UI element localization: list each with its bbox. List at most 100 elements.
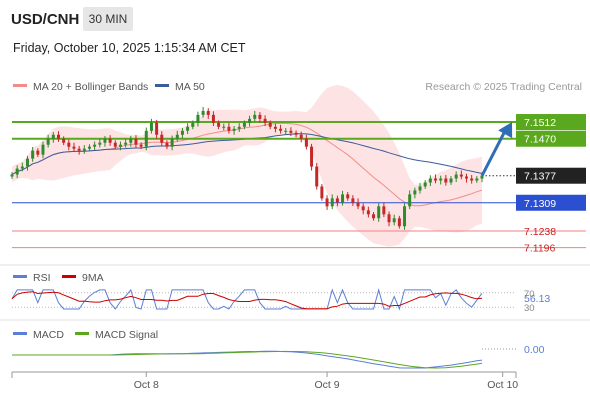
legend-ma20-swatch: [13, 84, 27, 87]
candle-body: [93, 144, 97, 147]
candle-body: [77, 148, 81, 151]
legend-ma50-label: MA 50: [175, 81, 205, 93]
candle-body: [325, 198, 329, 207]
candle-body: [310, 146, 314, 167]
forecast-arrow-head: [498, 122, 513, 139]
candle-body: [51, 134, 55, 139]
candle-body: [315, 166, 319, 187]
candle-body: [465, 176, 469, 179]
legend-ma20-label: MA 20 + Bollinger Bands: [33, 81, 148, 93]
candle-body: [201, 110, 205, 115]
x-tick-label-0: Oct 8: [134, 379, 159, 391]
candle-body: [268, 122, 272, 127]
forecast-arrow-shaft: [480, 128, 508, 177]
candle-body: [222, 126, 226, 128]
candle-body: [10, 174, 14, 177]
legend-macd-signal-label: MACD Signal: [95, 329, 158, 341]
candle-body: [175, 134, 179, 139]
candle-body: [36, 150, 40, 155]
candle-body: [165, 142, 169, 147]
candle-body: [423, 182, 427, 187]
level-label-current: 7.1377: [524, 171, 556, 183]
candle-body: [372, 214, 376, 219]
candle-body: [242, 122, 246, 127]
level-label-0: 7.1512: [524, 117, 556, 129]
candle-body: [320, 186, 324, 199]
candle-body: [186, 126, 190, 131]
candle-body: [335, 198, 339, 203]
candle-body: [341, 194, 345, 203]
candle-body: [124, 142, 128, 145]
legend-macd-signal-swatch: [75, 332, 89, 335]
x-tick-label-2: Oct 10: [487, 379, 518, 391]
level-label-1: 7.1470: [524, 134, 556, 146]
candle-body: [263, 118, 267, 123]
level-tag-3: [516, 194, 586, 211]
candle-body: [134, 138, 138, 145]
candle-body: [428, 178, 432, 183]
candle-body: [273, 126, 277, 129]
candle-body: [155, 122, 159, 135]
candle-body: [20, 166, 24, 169]
level-label-5: 7.1196: [524, 243, 555, 255]
datetime-label: Friday, October 10, 2025 1:15:34 AM CET: [13, 41, 246, 55]
candle-body: [82, 148, 86, 151]
candle-body: [284, 130, 288, 132]
candle-body: [361, 206, 365, 211]
candle-body: [346, 194, 350, 199]
candle-body: [397, 218, 401, 227]
level-tag-1: [516, 130, 586, 147]
candle-body: [118, 144, 122, 147]
legend-ma50-swatch: [155, 84, 169, 87]
candle-body: [299, 134, 303, 139]
candle-body: [449, 178, 453, 183]
candle-body: [444, 178, 448, 183]
candle-body: [217, 122, 221, 127]
candle-body: [56, 134, 60, 139]
candle-body: [403, 206, 407, 227]
timeframe-badge[interactable]: 30 MIN: [83, 7, 133, 31]
x-tick-label-1: Oct 9: [315, 379, 340, 391]
candle-body: [149, 122, 153, 131]
candle-body: [279, 128, 283, 131]
macd-line: [12, 350, 483, 369]
candle-body: [15, 168, 19, 175]
candles-group: [10, 106, 484, 230]
candle-body: [103, 138, 107, 143]
candle-body: [408, 194, 412, 207]
candle-body: [351, 198, 355, 203]
candle-body: [480, 175, 484, 179]
candle-body: [475, 178, 479, 181]
symbol-title: USD/CNH: [11, 11, 80, 28]
candle-body: [129, 138, 133, 143]
candle-body: [72, 146, 76, 149]
macd-value-label: 0.00: [524, 344, 545, 356]
candle-body: [258, 114, 262, 119]
candle-body: [144, 130, 148, 147]
rsi-line: [11, 287, 483, 311]
credit-label: Research © 2025 Trading Central: [425, 81, 582, 93]
candle-body: [470, 178, 474, 181]
candle-body: [304, 138, 308, 147]
candle-body: [356, 202, 360, 207]
candle-body: [227, 126, 231, 131]
candle-body: [139, 144, 143, 147]
rsi-value-label: 56.13: [524, 293, 550, 305]
candle-body: [31, 150, 35, 159]
candle-body: [459, 174, 463, 177]
candle-body: [434, 178, 438, 181]
candle-body: [113, 142, 117, 147]
candle-body: [180, 130, 184, 135]
candle-body: [170, 138, 174, 147]
bollinger-band: [12, 84, 482, 247]
legend-rsi-ma-label: 9MA: [82, 272, 104, 284]
candle-body: [206, 110, 210, 115]
level-label-4: 7.1238: [524, 226, 556, 238]
candle-body: [330, 198, 334, 207]
rsi-tick-1: 30: [524, 303, 535, 314]
candle-body: [232, 128, 236, 131]
rsi-tick-0: 70: [524, 289, 535, 300]
legend-rsi-ma-swatch: [62, 275, 76, 278]
candle-body: [41, 144, 45, 155]
